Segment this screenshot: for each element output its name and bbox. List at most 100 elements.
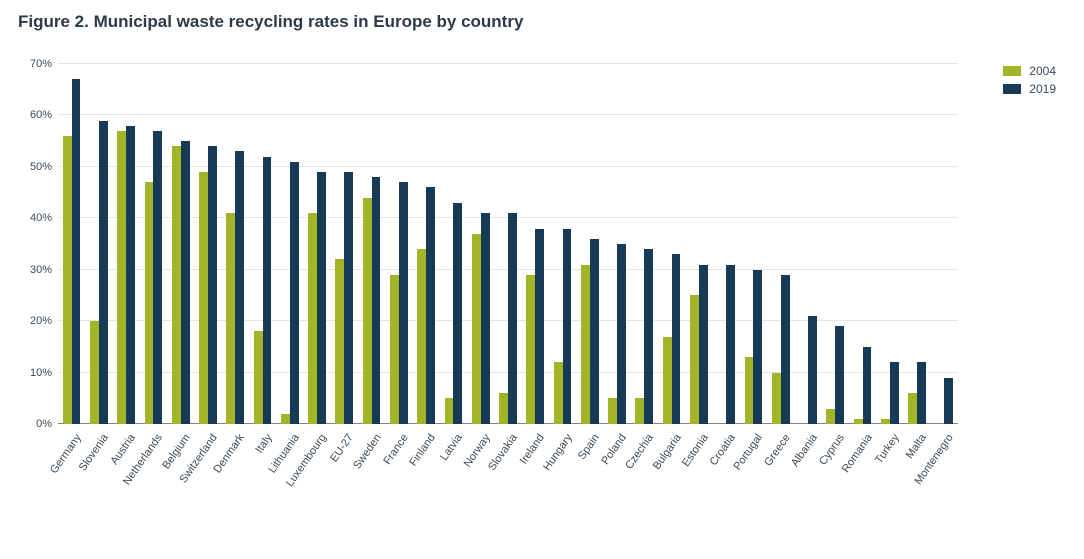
x-tick-label: Finland [407, 432, 438, 468]
bar-2004 [908, 393, 917, 424]
y-tick-label: 30% [30, 264, 52, 276]
bar-group [658, 64, 685, 424]
chart-inner: 2004 2019 0%10%20%30%40%50%60%70% German… [18, 40, 1066, 540]
bar-group [685, 64, 712, 424]
legend-swatch-2004 [1003, 66, 1021, 76]
bar-2004 [745, 357, 754, 424]
bar-2019 [99, 121, 108, 424]
bar-2019 [508, 213, 517, 424]
bar-2004 [145, 182, 154, 424]
x-tick-label: Latvia [439, 432, 466, 463]
legend-label: 2004 [1029, 64, 1056, 78]
bar-group [767, 64, 794, 424]
bar-2004 [254, 331, 263, 424]
legend: 2004 2019 [1003, 64, 1056, 100]
bar-2019 [835, 326, 844, 424]
bar-2004 [199, 172, 208, 424]
bar-2004 [335, 259, 344, 424]
bar-group [222, 64, 249, 424]
bar-group [358, 64, 385, 424]
bar-2004 [172, 146, 181, 424]
bar-2004 [417, 249, 426, 424]
bar-2004 [90, 321, 99, 424]
bar-2019 [372, 177, 381, 424]
bar-group [413, 64, 440, 424]
bar-group [331, 64, 358, 424]
legend-swatch-2019 [1003, 84, 1021, 94]
bar-2019 [317, 172, 326, 424]
bar-group [522, 64, 549, 424]
bar-2004 [445, 398, 454, 424]
bar-group [740, 64, 767, 424]
x-tick-label: France [381, 432, 410, 467]
bar-2019 [290, 162, 299, 424]
bars-layer [58, 64, 958, 424]
bar-2004 [63, 136, 72, 424]
bar-group [194, 64, 221, 424]
bar-2019 [890, 362, 899, 424]
bar-group [876, 64, 903, 424]
bar-group [903, 64, 930, 424]
bar-group [276, 64, 303, 424]
legend-item: 2004 [1003, 64, 1056, 78]
bar-group [167, 64, 194, 424]
legend-label: 2019 [1029, 82, 1056, 96]
bar-2019 [808, 316, 817, 424]
x-tick-label: Ireland [518, 432, 547, 466]
bar-group [631, 64, 658, 424]
bar-group [303, 64, 330, 424]
bar-2004 [226, 213, 235, 424]
bar-2019 [617, 244, 626, 424]
bar-2019 [863, 347, 872, 424]
bar-2019 [781, 275, 790, 424]
bar-group [385, 64, 412, 424]
bar-2019 [235, 151, 244, 424]
chart-container: Figure 2. Municipal waste recycling rate… [0, 0, 1084, 559]
plot-area: 0%10%20%30%40%50%60%70% [58, 64, 958, 424]
bar-2019 [535, 229, 544, 424]
y-tick-label: 70% [30, 58, 52, 70]
bar-2004 [690, 295, 699, 424]
bar-2004 [554, 362, 563, 424]
y-tick-label: 10% [30, 367, 52, 379]
bar-2004 [772, 373, 781, 424]
bar-2019 [399, 182, 408, 424]
bar-2019 [917, 362, 926, 424]
bar-2019 [208, 146, 217, 424]
bar-group [794, 64, 821, 424]
bar-2004 [281, 414, 290, 424]
bar-2019 [699, 265, 708, 424]
x-tick-label: EU-27 [328, 432, 356, 464]
bar-group [85, 64, 112, 424]
bar-group [549, 64, 576, 424]
x-tick-label: Germany [48, 432, 84, 476]
bar-2019 [453, 203, 462, 424]
y-tick-label: 40% [30, 212, 52, 224]
bar-2004 [308, 213, 317, 424]
bar-2019 [426, 187, 435, 424]
bar-group [249, 64, 276, 424]
bar-2019 [672, 254, 681, 424]
bar-2004 [363, 198, 372, 424]
x-tick-label: Malta [904, 432, 929, 461]
bar-group [140, 64, 167, 424]
y-tick-label: 60% [30, 109, 52, 121]
bar-group [603, 64, 630, 424]
bar-2004 [526, 275, 535, 424]
bar-2004 [881, 419, 890, 424]
bar-group [849, 64, 876, 424]
y-tick-label: 0% [36, 418, 52, 430]
x-tick-label: Greece [762, 432, 793, 468]
bar-group [113, 64, 140, 424]
bar-group [494, 64, 521, 424]
bar-group [440, 64, 467, 424]
bar-2004 [826, 409, 835, 424]
bar-group [467, 64, 494, 424]
x-tick-label: Spain [576, 432, 602, 462]
bar-2019 [644, 249, 653, 424]
bar-group [822, 64, 849, 424]
bar-2019 [72, 79, 81, 424]
bar-group [713, 64, 740, 424]
bar-2019 [181, 141, 190, 424]
bar-2019 [726, 265, 735, 424]
